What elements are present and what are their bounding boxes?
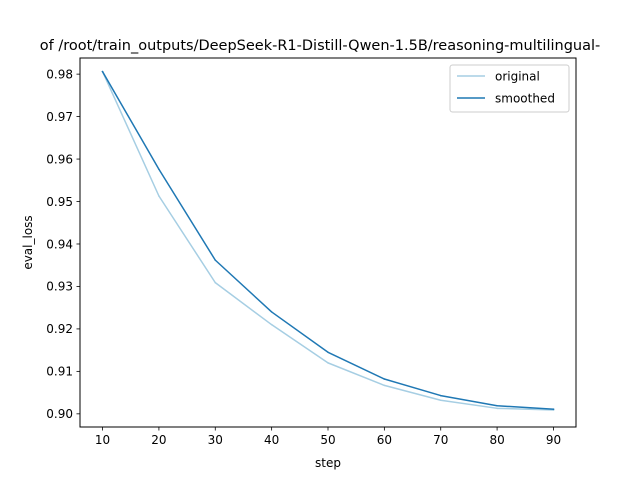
x-tick-label-20: 20 bbox=[151, 433, 166, 447]
legend-label-original: original bbox=[495, 69, 540, 83]
data-point-smoothed-40 bbox=[270, 311, 273, 313]
y-tick-label-0.92: 0.92 bbox=[46, 322, 73, 336]
data-point-original-60 bbox=[383, 384, 386, 387]
y-tick-label-0.96: 0.96 bbox=[46, 152, 73, 166]
data-point-smoothed-30 bbox=[214, 259, 217, 261]
chart-title: of /root/train_outputs/DeepSeek-R1-Disti… bbox=[40, 38, 600, 54]
data-point-smoothed-80 bbox=[496, 405, 498, 407]
y-tick-label-0.97: 0.97 bbox=[46, 110, 73, 124]
y-axis-ticks: 0.90 0.91 0.92 0.93 0.94 0.95 0.96 0.97 0.98 bbox=[46, 67, 80, 421]
data-point-smoothed-50 bbox=[327, 351, 329, 354]
x-axis-ticks: 10 20 30 40 50 60 70 80 90 bbox=[95, 427, 561, 447]
x-tick-label-50: 50 bbox=[320, 433, 335, 447]
x-tick-label-30: 30 bbox=[208, 433, 223, 447]
y-tick-label-0.94: 0.94 bbox=[46, 237, 73, 251]
x-tick-label-40: 40 bbox=[264, 433, 279, 447]
x-tick-label-90: 90 bbox=[546, 433, 561, 447]
y-tick-label-0.93: 0.93 bbox=[46, 280, 73, 294]
data-point-smoothed-90 bbox=[552, 408, 555, 410]
data-point-original-80 bbox=[496, 407, 498, 410]
legend-label-smoothed: smoothed bbox=[495, 91, 555, 105]
data-point-original-20 bbox=[158, 195, 160, 197]
data-point-smoothed-60 bbox=[383, 378, 386, 380]
x-tick-label-80: 80 bbox=[489, 433, 504, 447]
x-axis-label: step bbox=[315, 456, 341, 470]
data-point-smoothed-10 bbox=[101, 70, 104, 73]
data-point-original-30 bbox=[214, 281, 217, 284]
data-point-original-70 bbox=[439, 399, 442, 401]
legend: original smoothed bbox=[449, 64, 570, 113]
x-tick-label-10: 10 bbox=[95, 433, 110, 447]
data-point-smoothed-70 bbox=[439, 394, 442, 397]
series-layer bbox=[101, 70, 555, 411]
y-tick-label-0.98: 0.98 bbox=[46, 67, 73, 81]
data-point-original-50 bbox=[327, 362, 329, 364]
data-point-original-40 bbox=[270, 323, 273, 326]
x-tick-label-60: 60 bbox=[377, 433, 392, 447]
data-point-smoothed-20 bbox=[158, 168, 160, 170]
x-tick-label-70: 70 bbox=[433, 433, 448, 447]
y-axis-label: eval_loss bbox=[21, 215, 35, 269]
y-tick-label-0.91: 0.91 bbox=[46, 365, 73, 379]
y-tick-label-0.90: 0.90 bbox=[46, 407, 73, 421]
y-tick-label-0.95: 0.95 bbox=[46, 195, 73, 209]
